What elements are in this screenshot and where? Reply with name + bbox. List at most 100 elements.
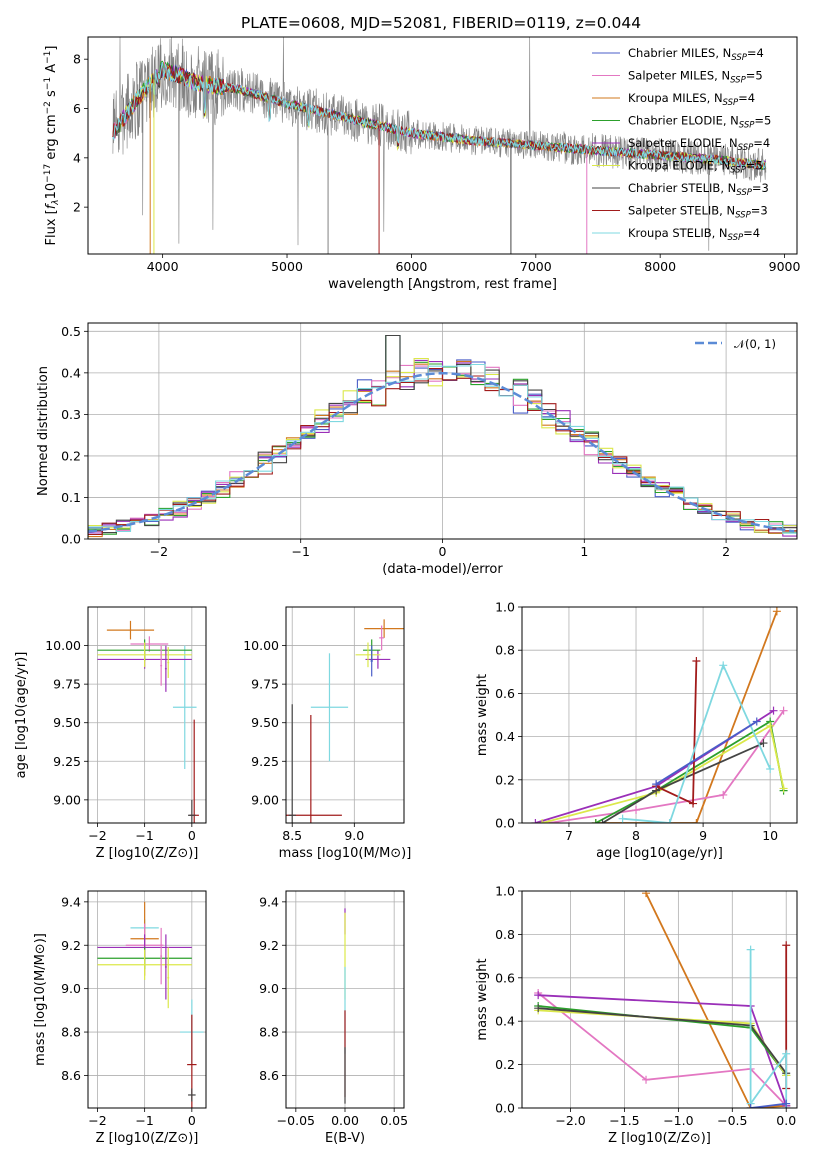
weight-series-line: [541, 724, 785, 823]
axes-frame: [87, 890, 207, 1109]
weight-marker: [752, 717, 761, 726]
errorbar-point: [97, 949, 192, 980]
weight-marker: [534, 991, 543, 1000]
errorbar-point: [167, 947, 170, 1009]
y-axis-label: mass weight: [475, 674, 490, 756]
x-tick-label: 0.05: [380, 1113, 408, 1128]
x-tick-label: −0.05: [277, 1113, 315, 1128]
weight-marker: [652, 780, 661, 789]
age-vs-Z-panel: −2 −1 0 9.00 9.25 9.50 9.75 10.00 Z [log10(Z/Z⊙)…: [14, 606, 207, 861]
y-tick-label: 8.8: [259, 1025, 279, 1040]
legend-entry: Chabrier STELIB, NSSP=3: [628, 181, 769, 198]
weight-marker: [766, 765, 775, 773]
errorbar-point: [365, 650, 391, 669]
age-vs-mass-plot: [286, 619, 404, 823]
weight-series-line: [749, 949, 788, 1108]
x-tick-label: 1: [580, 544, 588, 559]
mass-vs-Z-plot: [97, 901, 204, 1108]
y-tick-label: 0.0: [495, 816, 515, 831]
age-vs-Z-plot: [97, 620, 199, 823]
spectrum-legend: Chabrier MILES, NSSP=4 Salpeter MILES, NS…: [592, 46, 771, 243]
y-tick-label: 9.4: [61, 894, 81, 909]
errorbar-point: [355, 642, 381, 668]
y-tick-label: 0.8: [495, 643, 515, 658]
weight-marker: [779, 784, 788, 793]
weight-marker: [642, 891, 651, 898]
x-tick-label: 0: [188, 1113, 196, 1128]
residual-histogram: [88, 363, 797, 534]
weight-series-line: [622, 662, 772, 823]
weight-vs-age-plot: [531, 607, 788, 823]
legend-entry: Chabrier MILES, NSSP=4: [628, 46, 764, 63]
y-axis-label: Normed distribution: [36, 366, 51, 496]
y-tick-label: 0.6: [495, 686, 515, 701]
weight-marker: [719, 790, 728, 799]
x-tick-label: 8000: [644, 259, 676, 274]
weight-marker: [782, 941, 791, 950]
y-tick-label: 8.8: [61, 1025, 81, 1040]
y-tick-label: 0.8: [495, 927, 515, 942]
y-tick-label: 0.0: [495, 1101, 515, 1116]
weight-series-line: [750, 1102, 787, 1108]
y-tick-label: 9.75: [251, 677, 279, 692]
y-tick-label: 10.00: [45, 638, 81, 653]
y-tick-label: 9.2: [259, 938, 279, 953]
y-tick-label: 8: [73, 52, 81, 67]
y-tick-label: 0.0: [61, 532, 81, 547]
y-tick-label: 9.25: [53, 754, 81, 769]
x-axis-label: wavelength [Angstrom, rest frame]: [328, 277, 557, 292]
x-tick-label: 7000: [520, 259, 552, 274]
weight-marker: [534, 1004, 543, 1013]
y-tick-label: 0.6: [495, 970, 515, 985]
weight-marker: [769, 706, 778, 715]
x-tick-label: −1.0: [663, 1113, 693, 1128]
weight-marker: [782, 1049, 791, 1058]
legend-entry: Kroupa ELODIE, NSSP=5: [628, 159, 763, 176]
x-axis-label: (data-model)/error: [382, 562, 503, 577]
errorbar-point: [106, 620, 155, 640]
y-tick-label: 10.00: [243, 638, 279, 653]
weight-marker: [782, 1099, 791, 1108]
x-tick-label: 0.0: [776, 1113, 796, 1128]
errorbar-point: [188, 1088, 196, 1102]
weight-marker: [692, 819, 701, 823]
residuals-plot: [88, 334, 797, 538]
errorbar-point: [370, 645, 373, 677]
weight-vs-Z-panel: −2.0 −1.5 −1.0 −0.5 0.0 0.0 0.2 0.4 0.6 0.8 1.0 Z […: [475, 884, 798, 1146]
errorbar-point: [97, 642, 192, 668]
x-tick-label: 6000: [395, 259, 427, 274]
weight-series-line: [595, 610, 778, 823]
errorbar-point: [379, 625, 385, 651]
weight-marker: [779, 706, 788, 715]
y-tick-label: 6: [73, 101, 81, 116]
errorbar-point: [172, 645, 197, 769]
weight-vs-age-panel: 7 8 9 10 0.0 0.2 0.4 0.6 0.8 1.0 age [log10(age/yr…: [475, 600, 798, 861]
y-tick-label: 8.6: [61, 1068, 81, 1083]
x-tick-label: 5000: [271, 259, 303, 274]
x-tick-label: 0: [439, 544, 447, 559]
y-tick-label: 4: [73, 150, 81, 165]
residuals-panel: −2 −1 0 1 2 0.0 0.1 0.2 0.3 0.4 0.5 (data-model)/er…: [36, 322, 798, 577]
x-tick-label: −1.5: [609, 1113, 639, 1128]
weight-marker: [746, 1104, 755, 1108]
errorbar-point: [288, 704, 296, 823]
y-tick-label: 9.50: [251, 715, 279, 730]
weight-marker: [665, 819, 674, 823]
y-tick-label: 0.2: [61, 448, 81, 463]
x-axis-label: age [log10(age/yr)]: [596, 846, 723, 861]
weight-marker: [759, 739, 768, 748]
y-axis-label: mass [log10(M/M⊙)]: [33, 933, 48, 1066]
weight-series-line: [645, 892, 787, 1108]
errorbar-point: [310, 653, 349, 762]
weight-series-line: [655, 720, 758, 785]
y-tick-label: 9.50: [53, 715, 81, 730]
age-vs-mass-panel: 8.5 9.0 9.00 9.25 9.50 9.75 10.00 mass [log10(M…: [243, 606, 411, 861]
y-tick-label: 2: [73, 200, 81, 215]
mass-vs-EBV-panel: −0.05 0.00 0.05 8.6 8.8 9.0 9.2 9.4 E(B-V): [259, 890, 408, 1146]
x-axis-label: Z [log10(Z/Z⊙)]: [96, 846, 199, 861]
errorbar-point: [164, 645, 167, 692]
spectrum-panel: 4000 5000 6000 7000 8000 9000 2 4 6 8 wavelength […: [43, 36, 801, 292]
axes-frame: [521, 606, 798, 824]
